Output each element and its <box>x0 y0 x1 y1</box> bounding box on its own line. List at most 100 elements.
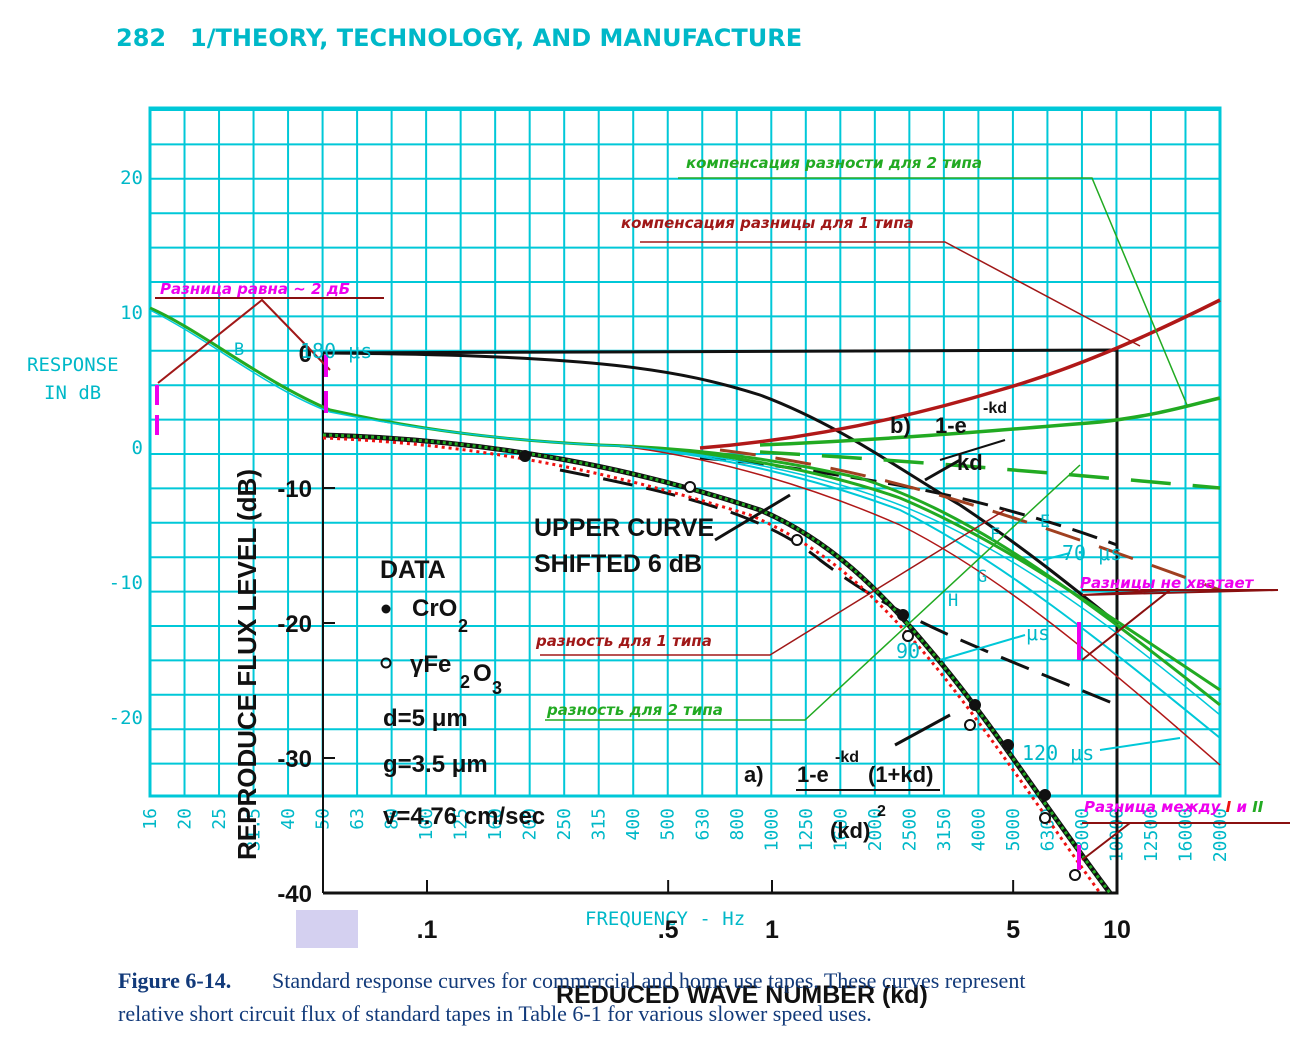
data-legend-title: DATA <box>380 556 446 584</box>
data-marker <box>1069 869 1081 881</box>
diff-2db-bracket <box>157 298 331 384</box>
frequency-tick-label: 2000 <box>865 808 886 851</box>
upper-curve-line2: SHIFTED 6 dB <box>534 550 702 578</box>
frequency-tick-label: 630 <box>692 808 713 841</box>
label-curve-H: H <box>948 591 958 611</box>
frequency-tick-label: 16000 <box>1175 808 1196 862</box>
legend-fe-sub2: 3 <box>492 678 502 698</box>
b-pointer <box>924 458 961 482</box>
curve-a-green-overlay <box>322 433 1112 894</box>
page-header-title: 1/THEORY, TECHNOLOGY, AND MANUFACTURE <box>190 24 802 52</box>
data-marker <box>964 719 976 731</box>
annotation-between: Разница между I и II <box>1084 798 1264 816</box>
formula-b-denominator: kd <box>957 450 983 475</box>
annotation-between-and: и <box>1231 798 1252 816</box>
caption-line1: Standard response curves for commercial … <box>272 968 1025 993</box>
label-curve-E: E <box>1040 512 1050 532</box>
curve-180us-cyan <box>149 309 621 447</box>
upper-curve-line1: UPPER CURVE <box>534 514 714 542</box>
left-axis-ticks: 20 10 0 -10 -20 <box>109 167 143 729</box>
data-marker <box>902 630 914 642</box>
curve-dashed-lower <box>559 468 1118 707</box>
legend-fe-o: O <box>473 660 492 687</box>
frequency-tick-label: 200 <box>520 808 541 841</box>
cyan-grid <box>149 108 1221 796</box>
frequency-tick-label: 125 <box>451 808 472 841</box>
wave-axis-label: REDUCED WAVE NUMBER (kd) <box>556 981 928 1009</box>
frequency-axis-label: FREQUENCY - Hz <box>585 908 745 930</box>
inner-tick-label: -20 <box>277 611 312 638</box>
formula-a-den-exponent: 2 <box>877 803 886 820</box>
curve-120us-red <box>619 445 1221 766</box>
comp2-curve <box>759 396 1221 447</box>
left-axis-label-line1: RESPONSE <box>27 354 119 376</box>
annotation-between-I: I <box>1226 798 1232 816</box>
l90-pointer <box>939 634 1026 661</box>
wave-axis-ticks: .1 .5 1 5 10 <box>417 880 1131 944</box>
left-axis-tick-label: 0 <box>132 437 143 459</box>
frequency-tick-label: 31.5 <box>244 808 265 851</box>
frequency-tick-label: 2500 <box>899 808 920 851</box>
frequency-tick-label: 25 <box>209 808 230 830</box>
comp1-leader <box>640 241 1141 347</box>
frequency-tick-label: 315 <box>589 808 610 841</box>
frequency-tick-label: 1000 <box>761 808 782 851</box>
frequency-tick-label: 3150 <box>934 808 955 851</box>
upper-curve-pointer <box>714 493 791 542</box>
annotation-diff2: разность для 2 типа <box>546 701 723 719</box>
frequency-tick-label: 800 <box>727 808 748 841</box>
label-90: 90 <box>896 639 920 663</box>
data-marker <box>791 534 803 546</box>
frequency-tick-label: 16 <box>140 808 161 830</box>
formula-a-exponent: -kd <box>835 749 859 766</box>
data-marker <box>519 450 531 462</box>
legend-cro2-sub: 2 <box>458 616 468 636</box>
legend-g-value: g=3.5 μm <box>383 751 488 778</box>
curve-90us-cyan <box>619 445 1221 739</box>
frequency-tick-label: 1600 <box>830 808 851 851</box>
wave-tick-label: .5 <box>658 916 679 944</box>
left-axis-tick-label: -10 <box>109 572 143 594</box>
wave-tick-label: 5 <box>1006 916 1020 944</box>
label-curve-F: F <box>990 525 1000 545</box>
label-curve-G: G <box>977 567 987 587</box>
curve-e-cyan <box>619 445 1221 716</box>
not-enough-leader <box>1081 588 1279 661</box>
annotation-diff1: разность для 1 типа <box>535 632 712 650</box>
between-leader <box>1081 822 1290 861</box>
frequency-tick-label: 20 <box>175 808 196 830</box>
frequency-tick-label: 250 <box>554 808 575 841</box>
data-markers <box>519 450 1081 881</box>
formula-b-numerator: 1-e <box>935 413 967 438</box>
formula-a-denominator: (kd) <box>830 818 870 843</box>
left-axis-tick-label: -20 <box>109 707 143 729</box>
b-fraction-bar <box>939 439 1006 461</box>
annotation-between-II: II <box>1252 798 1264 816</box>
frequency-tick-label: 8000 <box>1072 808 1093 851</box>
l70-pointer <box>1042 552 1071 561</box>
inner-tick-label: -40 <box>277 881 312 908</box>
annotation-diff-2db: Разница равна ~ 2 дБ <box>160 280 350 298</box>
wave-tick-label: 10 <box>1103 916 1131 944</box>
data-marker <box>1039 812 1051 824</box>
curve-70us-green <box>619 444 1221 692</box>
outer-plot-frame <box>148 106 1222 798</box>
comp2-dashed <box>759 450 1221 490</box>
frequency-tick-label: 80 <box>382 808 403 830</box>
left-axis-label-line2: IN dB <box>44 382 101 404</box>
annotation-comp2: компенсация разности для 2 типа <box>686 154 982 172</box>
frequency-tick-label: 20000 <box>1210 808 1231 862</box>
label-180us: 180 μs <box>300 339 372 363</box>
wave-tick-label: 1 <box>765 916 779 944</box>
curve-b-upper <box>322 351 1118 625</box>
frequency-tick-label: 400 <box>623 808 644 841</box>
legend-cro2: CrO <box>412 595 457 622</box>
frequency-tick-label: 4000 <box>968 808 989 851</box>
formula-b-exponent: -kd <box>983 400 1007 417</box>
legend-fe-sub1: 2 <box>460 672 470 692</box>
frequency-tick-label: 100 <box>416 808 437 841</box>
label-120us: 120 μs <box>1022 741 1094 765</box>
inner-tick-label: -10 <box>277 476 312 503</box>
left-axis-tick-label: 20 <box>120 167 143 189</box>
legend-d-value: d=5 μm <box>383 705 468 732</box>
